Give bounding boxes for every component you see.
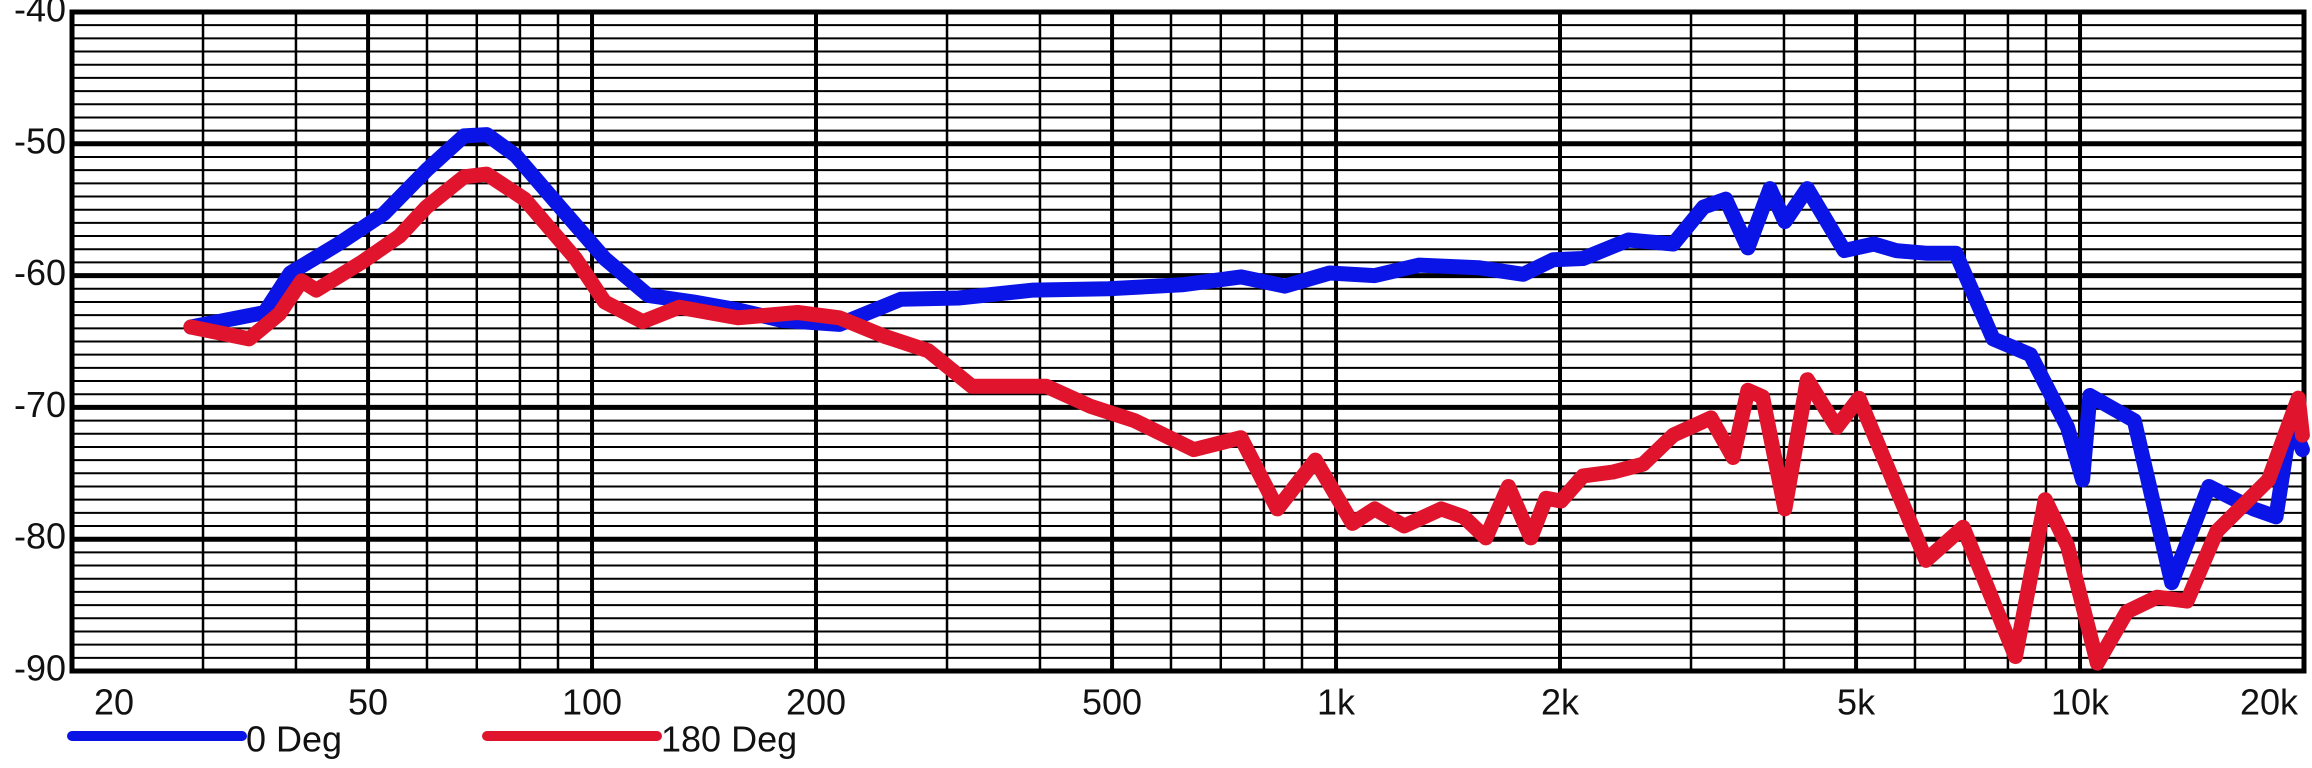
x-tick-label: 500	[1082, 682, 1142, 723]
x-tick-label: 10k	[2051, 682, 2110, 723]
x-tick-label: 20k	[2240, 682, 2299, 723]
series-line	[183, 166, 2310, 671]
legend-label: 0 Deg	[246, 719, 342, 760]
y-tick-label: -40	[14, 0, 66, 30]
y-tick-label: -90	[14, 648, 66, 689]
y-tick-label: -80	[14, 516, 66, 557]
x-tick-label: 200	[786, 682, 846, 723]
x-tick-label: 1k	[1317, 682, 1356, 723]
x-tick-label: 2k	[1541, 682, 1580, 723]
plot-frame	[69, 9, 2307, 674]
x-tick-label: 50	[348, 682, 388, 723]
y-tick-label: -70	[14, 384, 66, 425]
x-tick-label: 5k	[1837, 682, 1876, 723]
y-tick-label: -60	[14, 252, 66, 293]
legend-label: 180 Deg	[661, 719, 797, 760]
x-tick-label: 20	[94, 682, 134, 723]
y-tick-label: -50	[14, 120, 66, 161]
x-tick-label: 100	[562, 682, 622, 723]
series-line	[183, 127, 2310, 591]
